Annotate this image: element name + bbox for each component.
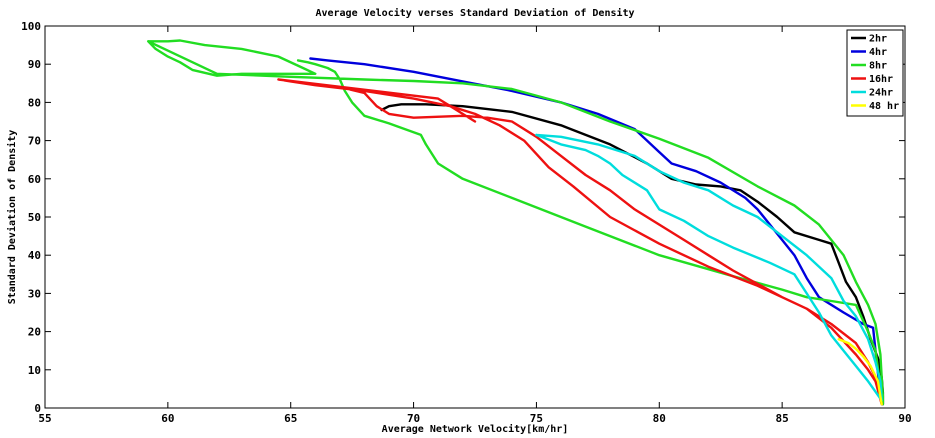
series-line-24hr bbox=[535, 133, 883, 402]
legend-label: 4hr bbox=[869, 47, 887, 58]
x-axis-title: Average Network Velocity[km/hr] bbox=[382, 423, 569, 435]
y-tick-label: 70 bbox=[28, 135, 41, 148]
x-tick-label: 70 bbox=[407, 412, 420, 425]
series-line-8hr bbox=[146, 39, 885, 406]
legend-label: 8hr bbox=[869, 61, 887, 72]
legend-label: 16hr bbox=[869, 74, 893, 85]
tick-layer: 55 60 65 70 75 80 85 90 0 10 20 30 40 50 60 70 80 90 100 bbox=[21, 20, 912, 425]
legend-items: 2hr 4hr 8hr 16hr 24hr 48 hr bbox=[851, 34, 899, 112]
x-tick-label: 80 bbox=[653, 412, 666, 425]
y-tick-label: 60 bbox=[28, 173, 41, 186]
x-tick-label: 90 bbox=[898, 412, 911, 425]
series-line-48hr bbox=[837, 338, 883, 406]
x-tick-label: 75 bbox=[530, 412, 543, 425]
plot-frame bbox=[44, 25, 906, 409]
y-tick-label: 30 bbox=[28, 287, 41, 300]
y-tick-label: 0 bbox=[34, 402, 41, 415]
y-axis-title: Standard Deviation of Density bbox=[6, 130, 18, 305]
plot-area: 55 60 65 70 75 80 85 90 0 10 20 30 40 50 60 70 80 90 100 bbox=[21, 20, 912, 425]
series-layer bbox=[146, 39, 885, 406]
y-tick-label: 10 bbox=[28, 364, 41, 377]
x-tick-label: 55 bbox=[38, 412, 51, 425]
x-tick-label: 60 bbox=[161, 412, 174, 425]
y-tick-label: 40 bbox=[28, 249, 41, 262]
legend-box bbox=[846, 29, 904, 117]
legend-label: 24hr bbox=[869, 88, 893, 99]
y-tick-label: 20 bbox=[28, 326, 41, 339]
chart-title: Average Velocity verses Standard Deviati… bbox=[315, 7, 634, 19]
legend-label: 2hr bbox=[869, 34, 887, 45]
y-tick-label: 50 bbox=[28, 211, 41, 224]
x-tick-label: 65 bbox=[284, 412, 297, 425]
y-tick-label: 80 bbox=[28, 96, 41, 109]
y-tick-label: 100 bbox=[21, 20, 41, 33]
x-tick-label: 85 bbox=[776, 412, 789, 425]
legend: 2hr 4hr 8hr 16hr 24hr 48 hr bbox=[846, 29, 904, 117]
legend-label: 48 hr bbox=[869, 101, 899, 112]
y-tick-label: 90 bbox=[28, 58, 41, 71]
